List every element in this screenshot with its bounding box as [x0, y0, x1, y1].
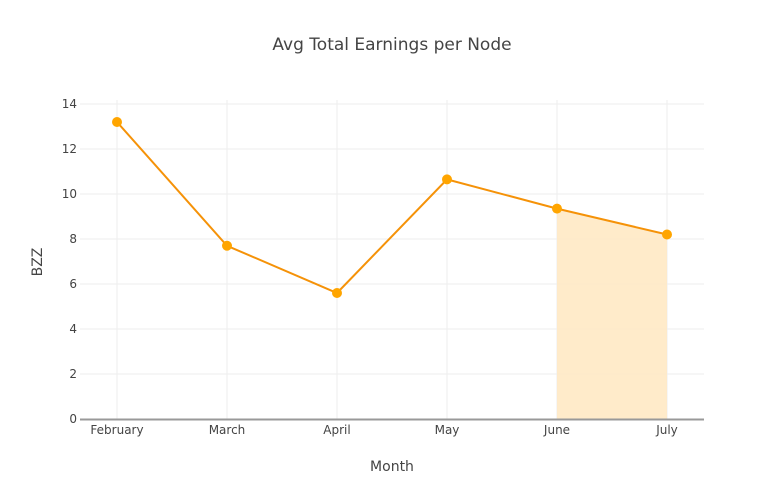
x-axis-ticks: February March April May June July: [90, 423, 677, 437]
x-tick-label: February: [90, 423, 143, 437]
x-tick-label: July: [655, 423, 678, 437]
y-tick-label: 14: [62, 97, 77, 111]
data-point[interactable]: [222, 240, 232, 251]
data-points: [112, 117, 672, 298]
x-tick-label: June: [543, 423, 570, 437]
x-tick-label: March: [209, 423, 246, 437]
data-point[interactable]: [442, 174, 452, 185]
y-tick-label: 4: [69, 322, 77, 336]
y-tick-label: 6: [69, 277, 77, 291]
y-tick-label: 10: [62, 187, 77, 201]
y-tick-label: 8: [69, 232, 77, 246]
x-tick-label: April: [323, 423, 350, 437]
data-point[interactable]: [332, 288, 342, 298]
x-axis-title: Month: [370, 459, 414, 475]
y-axis-title: BZZ: [30, 248, 46, 277]
data-line: [116, 121, 668, 295]
highlight-fill: [557, 208, 667, 419]
y-tick-label: 12: [62, 142, 77, 156]
x-tick-label: May: [435, 423, 460, 437]
y-tick-label: 0: [69, 412, 77, 426]
series-line: [116, 121, 668, 295]
data-point[interactable]: [552, 203, 562, 214]
chart-title: Avg Total Earnings per Node: [272, 35, 511, 55]
y-tick-label: 2: [69, 367, 77, 381]
data-point[interactable]: [662, 229, 672, 240]
data-point[interactable]: [112, 117, 122, 127]
highlight-area: [557, 208, 667, 419]
y-axis-ticks: 0 2 4 6 8 10 12 14: [62, 97, 77, 426]
